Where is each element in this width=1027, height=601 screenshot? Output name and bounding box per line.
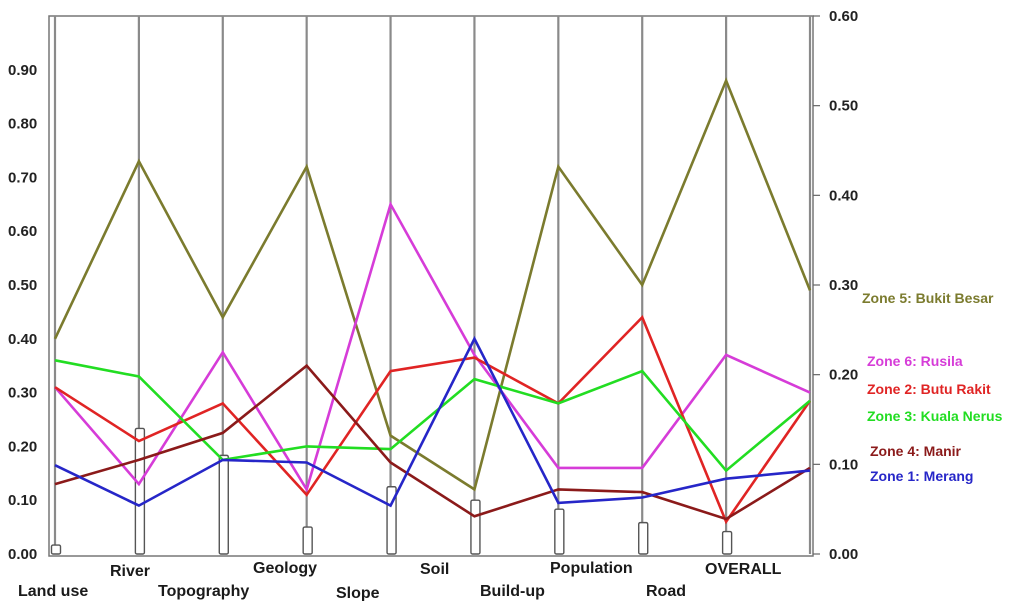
- right-tick-label: 0.40: [829, 187, 858, 204]
- series-line: [54, 335, 811, 508]
- right-tick-label: 0.50: [829, 98, 858, 115]
- category-label: Soil: [420, 561, 449, 578]
- category-gridlines: [53, 16, 812, 554]
- left-tick-label: 0.70: [8, 169, 37, 186]
- left-tick-label: 0.90: [8, 62, 37, 79]
- plot-area: [48, 15, 814, 557]
- series-line: [54, 363, 811, 521]
- left-tick-label: 0.50: [8, 277, 37, 294]
- bar: [470, 499, 481, 555]
- category-label: Road: [646, 583, 686, 600]
- bar: [50, 544, 62, 555]
- category-label: Topography: [158, 583, 249, 600]
- category-label: Land use: [18, 583, 88, 600]
- left-tick-label: 0.20: [8, 438, 37, 455]
- left-axis: 0.00 0.10 0.20 0.30 0.40 0.50 0.60 0.70 0.80 0.90: [8, 62, 37, 563]
- left-tick-label: 0.30: [8, 385, 37, 402]
- right-axis: 0.00 0.10 0.20 0.30 0.40 0.50 0.60: [813, 8, 858, 563]
- category-label: OVERALL: [705, 561, 782, 578]
- series-line: [53, 77, 812, 492]
- legend: Zone 5: Bukit Besar Zone 6: Rusila Zone 2:…: [862, 290, 1003, 484]
- right-tick-label: 0.10: [829, 456, 858, 473]
- series-line: [54, 359, 811, 473]
- legend-label: Zone 2: Butu Rakit: [867, 381, 991, 397]
- legend-label: Zone 3: Kuala Nerus: [867, 408, 1003, 424]
- bar: [721, 530, 733, 555]
- right-tick-label: 0.20: [829, 367, 858, 384]
- legend-label: Zone 5: Bukit Besar: [862, 290, 994, 306]
- bar: [134, 427, 146, 555]
- bar: [638, 521, 649, 555]
- left-tick-label: 0.60: [8, 223, 37, 240]
- bar: [218, 454, 229, 555]
- category-label: Geology: [253, 560, 317, 577]
- series-lines: [53, 77, 812, 525]
- left-tick-label: 0.10: [8, 492, 37, 509]
- bar: [554, 508, 565, 555]
- right-tick-label: 0.30: [829, 277, 858, 294]
- legend-label: Zone 4: Manir: [870, 443, 962, 459]
- right-tick-label: 0.60: [829, 8, 858, 25]
- legend-label: Zone 6: Rusila: [867, 353, 963, 369]
- legend-label: Zone 1: Merang: [870, 468, 973, 484]
- category-label: Build-up: [480, 583, 545, 600]
- bar: [302, 526, 313, 555]
- left-tick-label: 0.80: [8, 116, 37, 133]
- category-label: Population: [550, 560, 633, 577]
- right-tick-label: 0.00: [829, 546, 858, 563]
- left-tick-label: 0.00: [8, 546, 37, 563]
- category-label: River: [110, 563, 150, 580]
- category-label: Slope: [336, 585, 380, 601]
- left-tick-label: 0.40: [8, 331, 37, 348]
